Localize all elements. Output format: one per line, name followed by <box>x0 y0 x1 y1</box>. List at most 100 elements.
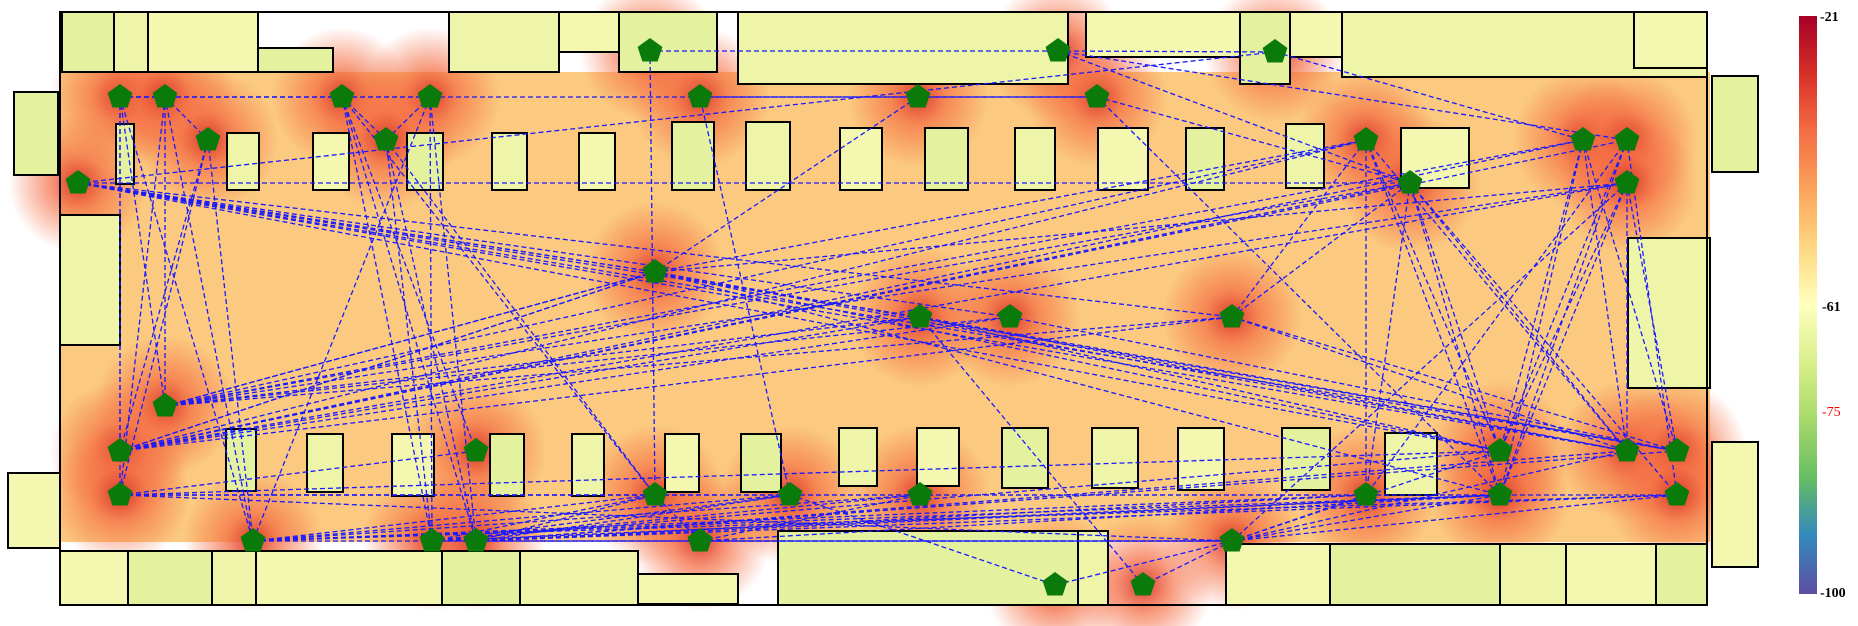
link-139 <box>649 50 656 496</box>
link-42 <box>164 139 1367 407</box>
link-9 <box>1096 96 1411 184</box>
access-point-6-pentagon-icon[interactable] <box>1084 84 1110 108</box>
link-90 <box>1054 540 1233 586</box>
link-107 <box>385 139 477 542</box>
room-34 <box>306 433 344 493</box>
room-11 <box>1633 11 1708 69</box>
access-point-2-pentagon-icon[interactable] <box>329 84 355 108</box>
access-point-0-pentagon-icon[interactable] <box>107 84 133 108</box>
room-46 <box>1384 432 1438 496</box>
access-point-26-pentagon-icon[interactable] <box>1614 438 1640 462</box>
link-layer <box>77 50 1678 586</box>
access-point-40-pentagon-icon[interactable] <box>1042 572 1068 596</box>
link-142 <box>699 96 791 496</box>
colorbar-label-threshold: -75 <box>1822 405 1841 420</box>
access-point-22-pentagon-icon[interactable] <box>152 393 178 417</box>
room-60 <box>1655 543 1708 606</box>
link-69 <box>431 494 921 542</box>
link-45 <box>119 316 921 452</box>
access-point-36-pentagon-icon[interactable] <box>419 528 445 552</box>
room-layer <box>7 11 1759 606</box>
access-point-8-pentagon-icon[interactable] <box>1045 38 1071 62</box>
link-98 <box>207 139 254 542</box>
access-point-23-pentagon-icon[interactable] <box>107 438 133 462</box>
access-point-35-pentagon-icon[interactable] <box>240 528 266 552</box>
link-126 <box>1365 182 1411 496</box>
access-point-15-pentagon-icon[interactable] <box>1614 127 1640 151</box>
room-53 <box>637 573 739 605</box>
access-point-20-pentagon-icon[interactable] <box>997 304 1023 328</box>
access-point-41-pentagon-icon[interactable] <box>1130 572 1156 596</box>
link-111 <box>164 96 254 542</box>
access-point-28-pentagon-icon[interactable] <box>107 482 133 506</box>
room-17 <box>1711 441 1759 568</box>
access-point-30-pentagon-icon[interactable] <box>777 482 803 506</box>
link-128 <box>1409 182 1678 496</box>
link-82 <box>699 494 921 542</box>
link-39 <box>164 316 1233 407</box>
access-point-32-pentagon-icon[interactable] <box>1353 482 1379 506</box>
access-point-18-pentagon-icon[interactable] <box>642 259 668 283</box>
access-point-4-pentagon-icon[interactable] <box>687 84 713 108</box>
link-31 <box>1009 316 1678 452</box>
link-11 <box>1057 50 1276 53</box>
access-point-9-pentagon-icon[interactable] <box>1262 39 1288 63</box>
colorbar-label-max: -21 <box>1820 10 1839 25</box>
access-point-13-pentagon-icon[interactable] <box>1353 127 1379 151</box>
room-40 <box>838 427 878 487</box>
access-point-19-pentagon-icon[interactable] <box>907 304 933 328</box>
link-114 <box>1365 139 1501 452</box>
access-point-11-pentagon-icon[interactable] <box>195 127 221 151</box>
access-point-21-pentagon-icon[interactable] <box>1219 304 1245 328</box>
link-19 <box>77 182 1233 318</box>
link-61 <box>252 494 791 542</box>
access-point-1-pentagon-icon[interactable] <box>152 84 178 108</box>
access-point-39-pentagon-icon[interactable] <box>1219 528 1245 552</box>
access-point-3-pentagon-icon[interactable] <box>417 84 443 108</box>
access-point-14-pentagon-icon[interactable] <box>1570 127 1596 151</box>
access-point-29-pentagon-icon[interactable] <box>642 482 668 506</box>
link-94 <box>119 96 166 407</box>
access-point-25-pentagon-icon[interactable] <box>1487 438 1513 462</box>
link-26 <box>164 271 656 407</box>
room-56 <box>1225 543 1331 606</box>
room-43 <box>1091 427 1139 489</box>
access-point-27-pentagon-icon[interactable] <box>1664 438 1690 462</box>
access-point-16-pentagon-icon[interactable] <box>1397 170 1423 194</box>
room-23 <box>578 132 616 191</box>
access-point-38-pentagon-icon[interactable] <box>687 528 713 552</box>
access-point-31-pentagon-icon[interactable] <box>907 482 933 506</box>
link-95 <box>119 96 166 496</box>
access-point-5-pentagon-icon[interactable] <box>905 84 931 108</box>
room-37 <box>571 433 605 497</box>
room-33 <box>225 428 257 492</box>
access-point-34-pentagon-icon[interactable] <box>1664 482 1690 506</box>
access-point-24-pentagon-icon[interactable] <box>463 438 489 462</box>
room-51 <box>441 550 521 606</box>
room-22 <box>491 132 528 191</box>
link-58 <box>119 450 477 496</box>
link-24 <box>654 182 1628 273</box>
link-87 <box>1231 494 1678 542</box>
link-36 <box>164 271 656 407</box>
link-97 <box>119 139 209 496</box>
link-132 <box>1499 182 1628 496</box>
access-point-17-pentagon-icon[interactable] <box>1614 170 1640 194</box>
room-28 <box>1014 127 1056 191</box>
access-point-37-pentagon-icon[interactable] <box>463 528 489 552</box>
access-point-10-pentagon-icon[interactable] <box>65 170 91 194</box>
link-76 <box>475 494 1501 542</box>
access-point-12-pentagon-icon[interactable] <box>373 127 399 151</box>
link-17 <box>77 182 1678 452</box>
link-109 <box>341 96 656 496</box>
link-77 <box>475 494 1678 542</box>
room-0 <box>61 11 115 73</box>
access-point-7-pentagon-icon[interactable] <box>637 38 663 62</box>
room-19 <box>226 132 260 191</box>
access-point-33-pentagon-icon[interactable] <box>1487 482 1513 506</box>
link-117 <box>1499 139 1584 452</box>
link-20 <box>654 271 1628 452</box>
link-80 <box>475 450 1678 542</box>
link-131 <box>1499 182 1628 452</box>
link-108 <box>385 139 656 496</box>
